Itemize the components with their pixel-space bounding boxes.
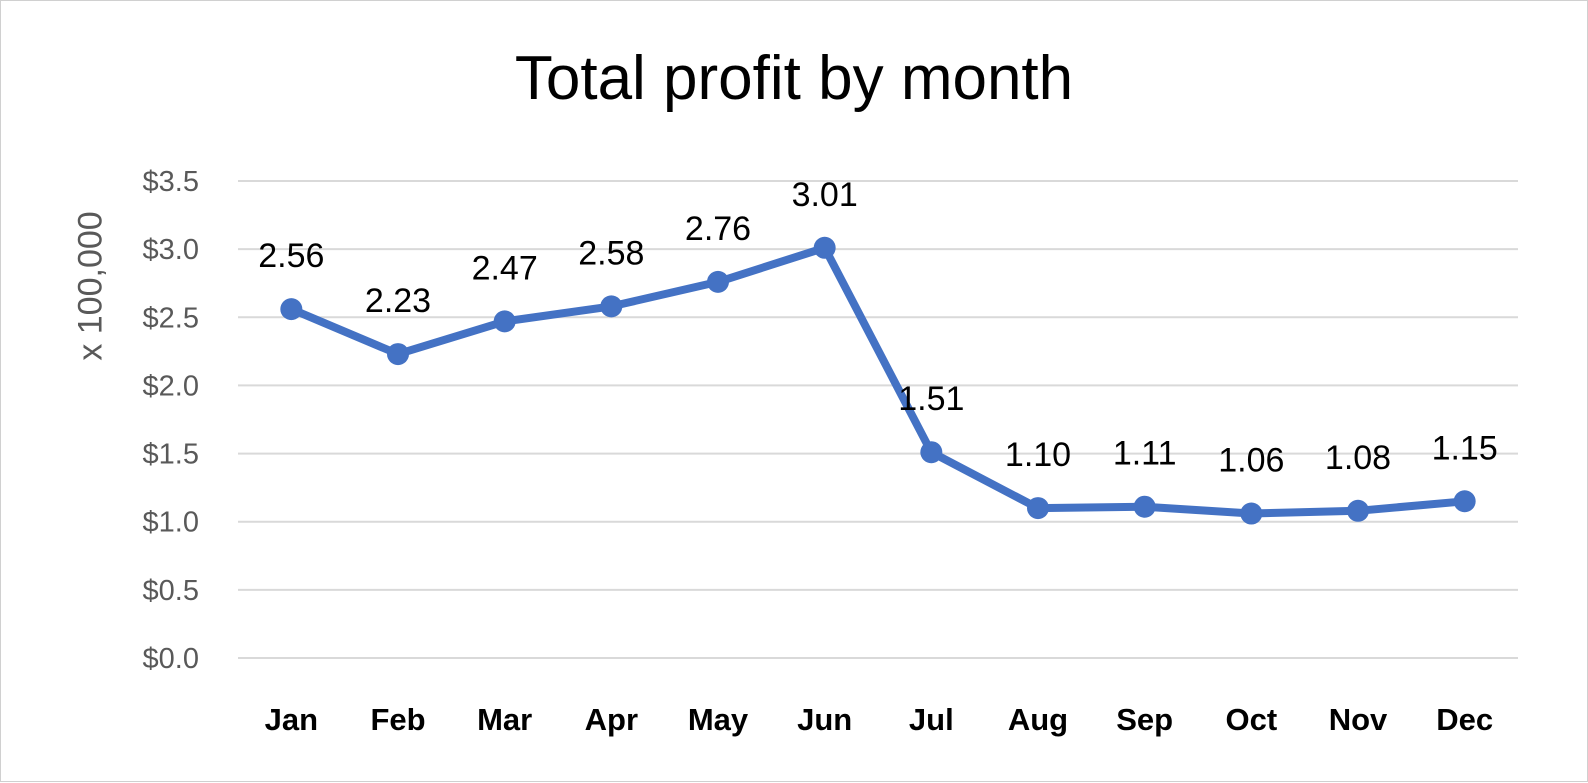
data-point: [1347, 499, 1369, 522]
x-tick-label: Nov: [1329, 702, 1388, 737]
data-label: 2.58: [578, 234, 644, 272]
x-tick-label: Apr: [585, 702, 638, 737]
data-point: [600, 295, 623, 318]
data-label: 1.08: [1325, 439, 1391, 477]
data-point: [280, 298, 303, 321]
data-label: 1.51: [898, 380, 964, 418]
x-tick-label: Oct: [1225, 702, 1277, 737]
data-label: 1.10: [1005, 436, 1071, 474]
data-label: 3.01: [792, 176, 858, 214]
data-point: [813, 236, 836, 259]
data-label: 1.15: [1432, 429, 1498, 467]
x-tick-label: Feb: [370, 702, 425, 737]
y-tick-label: $2.0: [143, 370, 199, 402]
x-tick-label: May: [688, 702, 749, 737]
y-axis-ticks: $0.0 $0.5 $1.0 $1.5 $2.0 $2.5 $3.0 $3.5: [143, 166, 199, 675]
data-label: 1.11: [1113, 435, 1177, 473]
data-point: [920, 441, 943, 464]
data-point: [493, 310, 516, 333]
y-tick-label: $1.5: [143, 439, 199, 471]
data-point: [387, 343, 409, 366]
x-tick-label: Sep: [1116, 702, 1173, 737]
x-tick-label: Mar: [477, 702, 532, 737]
data-label: 1.06: [1218, 442, 1284, 480]
data-label: 2.23: [365, 282, 431, 320]
data-label: 2.56: [258, 237, 324, 275]
data-point: [1133, 495, 1156, 518]
y-tick-label: $1.0: [143, 507, 199, 539]
gridlines: [238, 180, 1518, 659]
y-tick-label: $2.5: [143, 302, 199, 334]
y-tick-label: $0.0: [143, 643, 199, 675]
data-labels: 2.56 2.23 2.47 2.58 2.76 3.01 1.51 1.10 1.11 1.06…: [258, 176, 1498, 480]
y-tick-label: $0.5: [143, 575, 199, 607]
x-axis-ticks: Jan Feb Mar Apr May Jun Jul Aug Sep Oct Nov Dec: [265, 702, 1493, 737]
x-tick-label: Aug: [1008, 702, 1068, 737]
data-point: [1240, 502, 1263, 525]
data-label: 2.47: [472, 249, 538, 287]
y-tick-label: $3.0: [143, 234, 199, 266]
data-points: [280, 236, 1476, 525]
y-tick-label: $3.5: [143, 166, 199, 198]
x-tick-label: Jul: [909, 702, 954, 737]
x-tick-label: Dec: [1436, 702, 1493, 737]
chart-title: Total profit by month: [514, 44, 1074, 113]
series-line-group: [287, 243, 1469, 518]
series-line: [287, 243, 1469, 518]
data-point: [707, 270, 729, 293]
x-tick-label: Jun: [797, 702, 852, 737]
data-point: [1453, 490, 1476, 513]
data-point: [1027, 497, 1049, 520]
x-tick-label: Jan: [265, 702, 318, 737]
data-label: 2.76: [685, 210, 751, 248]
